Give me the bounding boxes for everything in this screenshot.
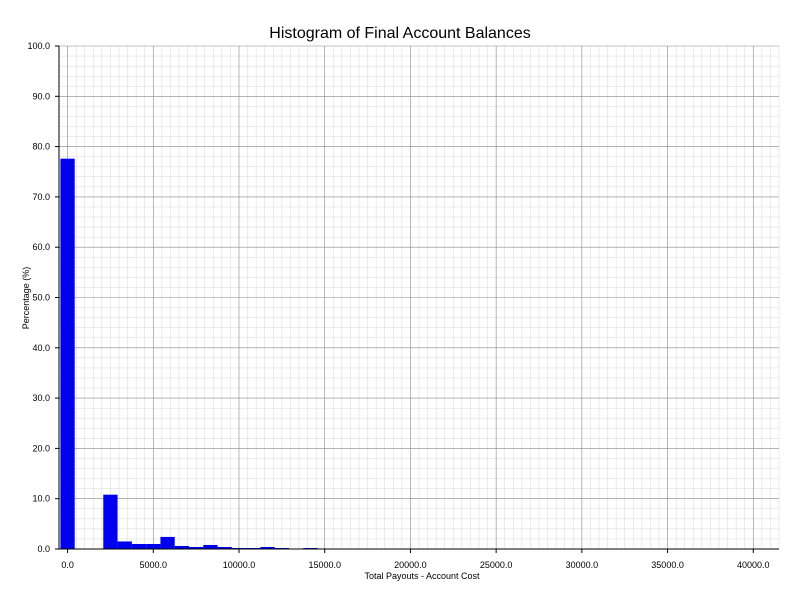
- histogram-bar: [117, 541, 132, 549]
- x-tick-label: 30000.0: [566, 560, 599, 570]
- y-axis-label: Percentage (%): [21, 267, 31, 330]
- x-tick-label: 25000.0: [480, 560, 513, 570]
- y-tick-label: 50.0: [32, 293, 50, 303]
- chart-title: Histogram of Final Account Balances: [269, 25, 530, 42]
- y-tick-label: 100.0: [27, 41, 50, 51]
- histogram-bar: [131, 543, 147, 549]
- histogram-bar: [274, 547, 289, 549]
- histogram-bar: [203, 544, 218, 549]
- histogram-bar: [103, 494, 118, 549]
- x-tick-label: 40000.0: [737, 560, 770, 570]
- histogram-bar: [174, 545, 189, 549]
- x-tick-label: 35000.0: [651, 560, 684, 570]
- histogram-bar: [246, 547, 261, 549]
- y-tick-label: 90.0: [32, 91, 50, 101]
- y-tick-label: 60.0: [32, 242, 50, 252]
- histogram-bar: [60, 158, 75, 549]
- y-tick-label: 70.0: [32, 192, 50, 202]
- axes: [55, 45, 779, 553]
- histogram-bar: [146, 543, 161, 549]
- x-tick-label: 10000.0: [223, 560, 256, 570]
- histogram-bar: [160, 536, 175, 549]
- y-tick-label: 20.0: [32, 443, 50, 453]
- y-tick-label: 30.0: [32, 393, 50, 403]
- x-tick-labels: 0.0 5000.0 10000.0 15000.0 20000.0 25000.0 300…: [61, 560, 769, 570]
- y-tick-label: 10.0: [32, 494, 50, 504]
- x-axis-label: Total Payouts - Account Cost: [364, 571, 480, 581]
- histogram-bar: [303, 547, 318, 549]
- x-tick-label: 0.0: [61, 560, 74, 570]
- x-tick-label: 20000.0: [394, 560, 427, 570]
- histogram-bar: [217, 546, 232, 549]
- y-tick-labels: 0.0 10.0 20.0 30.0 40.0 50.0 60.0 70.0 80.0 90.0 1…: [27, 41, 50, 554]
- y-tick-label: 0.0: [37, 544, 50, 554]
- y-tick-label: 80.0: [32, 142, 50, 152]
- histogram-bar: [260, 546, 275, 549]
- major-grid: [59, 45, 779, 550]
- x-tick-label: 15000.0: [308, 560, 341, 570]
- histogram-bar: [188, 546, 204, 549]
- y-tick-label: 40.0: [32, 343, 50, 353]
- bars: [60, 158, 318, 549]
- x-tick-label: 5000.0: [140, 560, 168, 570]
- histogram-bar: [231, 547, 247, 549]
